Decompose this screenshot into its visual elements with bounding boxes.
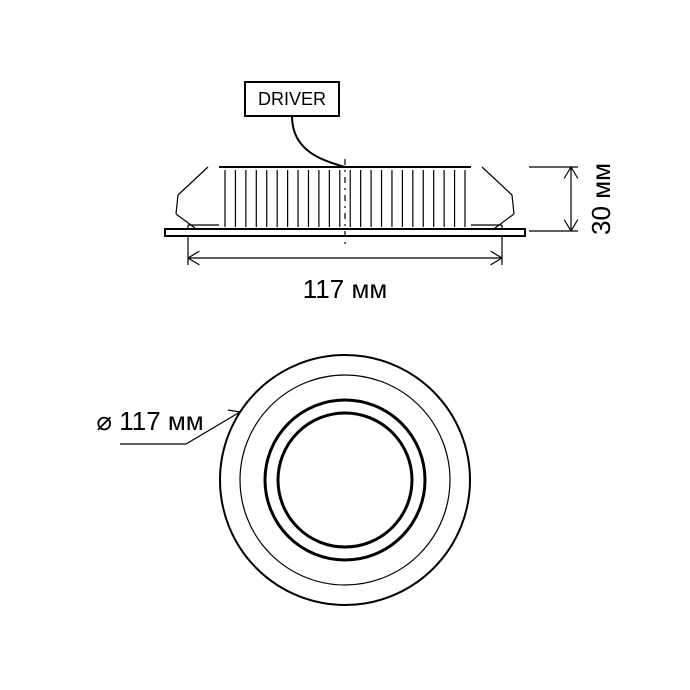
dimension-height: 30 мм — [529, 163, 616, 235]
diameter-label: ⌀ 117 мм — [96, 406, 203, 436]
front-view: ⌀ 117 мм — [96, 355, 470, 605]
driver-box: DRIVER — [245, 82, 345, 167]
width-label: 117 мм — [303, 274, 387, 304]
dimension-width: 117 мм — [188, 237, 502, 304]
driver-label: DRIVER — [258, 89, 326, 109]
side-view — [165, 159, 525, 244]
height-label: 30 мм — [586, 163, 616, 235]
driver-wire — [292, 116, 345, 167]
